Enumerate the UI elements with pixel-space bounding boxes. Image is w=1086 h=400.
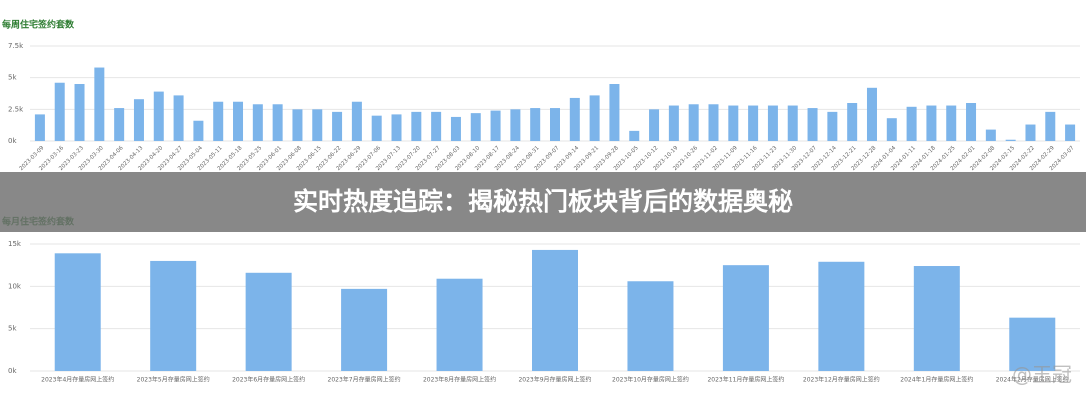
bar: [627, 281, 674, 371]
bar: [510, 109, 521, 141]
bar: [708, 104, 719, 141]
bar: [450, 116, 461, 141]
bar: [668, 105, 679, 141]
bar: [722, 265, 769, 371]
x-tick-label: 2023年8月存量房网上签约: [423, 376, 496, 384]
bar: [629, 130, 640, 141]
bar: [54, 82, 65, 141]
y-tick-label: 15k: [8, 240, 22, 248]
banner-band: [0, 172, 1086, 232]
bar: [272, 104, 283, 141]
bar: [54, 253, 101, 371]
bar: [74, 84, 85, 141]
bar: [114, 108, 125, 141]
bar: [609, 84, 620, 141]
bar: [827, 111, 838, 141]
y-tick-label: 5k: [8, 325, 17, 333]
bar: [292, 109, 303, 141]
y-tick-label: 10k: [8, 282, 22, 290]
watermark: @王冠: [1012, 363, 1072, 387]
bar: [490, 110, 501, 141]
bar: [847, 103, 858, 141]
bar: [787, 105, 798, 141]
bar: [748, 105, 759, 141]
bar: [728, 105, 739, 141]
x-tick-label: 2023年7月存量房网上签约: [328, 376, 401, 384]
x-tick-label: 2024年2月存量房网上签约: [996, 376, 1069, 384]
bar: [94, 67, 105, 141]
bar: [589, 95, 600, 141]
bar: [312, 109, 323, 141]
bar: [906, 106, 917, 141]
bar: [926, 105, 937, 141]
bar: [193, 120, 204, 141]
bar: [649, 109, 660, 141]
x-tick-label: 2023年11月存量房网上签约: [707, 376, 784, 384]
bar: [34, 114, 45, 141]
bar: [530, 108, 541, 141]
bar: [153, 91, 164, 141]
y-tick-label: 0k: [8, 367, 17, 375]
bar: [985, 129, 996, 141]
bar: [818, 261, 865, 371]
bar: [431, 111, 442, 141]
bar: [532, 249, 578, 371]
x-tick-label: 2023年6月存量房网上签约: [232, 376, 305, 384]
bar: [252, 104, 263, 141]
bar: [767, 105, 778, 141]
x-tick-label: 2023年10月存量房网上签约: [612, 376, 689, 384]
bar: [341, 288, 388, 371]
bar: [1065, 124, 1076, 141]
bar: [886, 118, 897, 141]
bar: [1045, 111, 1056, 141]
x-tick-label: 2023年4月存量房网上签约: [41, 376, 114, 384]
x-tick-label: 2023年5月存量房网上签约: [137, 376, 210, 384]
y-tick-label: 5k: [8, 74, 17, 82]
bar: [391, 114, 402, 141]
bar: [1009, 317, 1056, 371]
bar: [550, 108, 560, 141]
x-tick-label: 2023年12月存量房网上签约: [803, 376, 880, 384]
bar: [807, 108, 818, 141]
bar: [213, 101, 224, 141]
bar: [150, 260, 197, 371]
bar: [470, 113, 481, 141]
x-tick-label: 2023年9月存量房网上签约: [518, 376, 591, 384]
bar: [173, 95, 184, 141]
bar: [569, 97, 580, 141]
bar: [966, 103, 977, 141]
bar: [436, 278, 483, 371]
bar: [332, 111, 343, 141]
bar: [913, 266, 960, 371]
bar: [411, 111, 422, 141]
bar: [233, 101, 244, 141]
bar: [688, 104, 699, 141]
bar: [133, 99, 144, 141]
bar: [351, 101, 362, 141]
y-tick-label: 7.5k: [8, 42, 24, 50]
bar: [1025, 124, 1036, 141]
y-tick-label: 2.5k: [8, 105, 24, 113]
bar: [866, 87, 877, 141]
y-tick-label: 0k: [8, 137, 17, 145]
bar: [371, 115, 382, 141]
bar: [1005, 139, 1016, 141]
x-tick-label: 2024年1月存量房网上签约: [900, 376, 973, 384]
banner-text: 实时热度追踪：揭秘热门板块背后的数据奥秘: [293, 187, 793, 216]
chart-title: 每周住宅签约套数: [2, 19, 75, 31]
bar: [946, 105, 957, 141]
bar: [245, 272, 292, 371]
